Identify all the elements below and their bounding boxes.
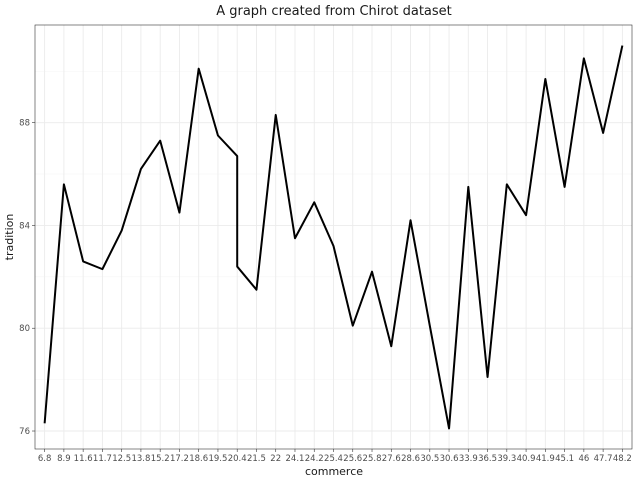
y-axis-label: tradition [3, 214, 16, 261]
x-tick-label: 15.2 [151, 454, 170, 464]
y-tick-label: 76 [19, 427, 30, 437]
x-tick-label: 25.4 [324, 454, 343, 464]
x-tick-label: 11.6 [74, 454, 93, 464]
x-tick-label: 24.2 [305, 454, 324, 464]
x-axis-label: commerce [305, 465, 363, 478]
x-tick-label: 19.5 [208, 454, 227, 464]
x-tick-label: 21.5 [247, 454, 266, 464]
x-tick-label: 48.2 [613, 454, 632, 464]
x-tick-label: 30.6 [440, 454, 459, 464]
x-tick-label: 12.5 [112, 454, 131, 464]
major-gridlines [35, 25, 632, 449]
x-tick-label: 39.3 [497, 454, 516, 464]
x-tick-label: 11.7 [93, 454, 112, 464]
x-tick-label: 40.9 [517, 454, 536, 464]
x-tick-label: 25.6 [343, 454, 362, 464]
x-tick-label: 22 [270, 454, 281, 464]
y-tick-label: 80 [19, 324, 30, 334]
series-line [43, 45, 624, 430]
x-tick-label: 25.8 [363, 454, 382, 464]
x-tick-label: 18.6 [189, 454, 208, 464]
x-tick-label: 17.2 [170, 454, 189, 464]
x-tick-label: 13.8 [131, 454, 150, 464]
x-tick-label: 41.9 [536, 454, 555, 464]
x-tick-label: 36.5 [478, 454, 497, 464]
x-axis: 6.8 8.9 11.6 11.7 12.5 13.8 15.2 17.2 18.6 19.5 20… [38, 449, 632, 464]
x-tick-label: 6.8 [38, 454, 52, 464]
x-tick-label: 47.7 [594, 454, 613, 464]
y-tick-label: 84 [19, 221, 30, 231]
y-tick-label: 88 [19, 119, 30, 129]
y-axis: 76 80 84 88 [19, 119, 35, 437]
x-tick-label: 30.5 [420, 454, 439, 464]
chart-title: A graph created from Chirot dataset [216, 4, 452, 19]
x-tick-label: 28.6 [401, 454, 420, 464]
x-tick-label: 46 [578, 454, 589, 464]
x-tick-label: 8.9 [57, 454, 71, 464]
x-tick-label: 45.1 [555, 454, 574, 464]
x-tick-label: 24.1 [286, 454, 305, 464]
x-tick-label: 33.9 [459, 454, 478, 464]
x-tick-label: 20.4 [228, 454, 247, 464]
x-tick-label: 27.6 [382, 454, 401, 464]
series-line-group [43, 45, 624, 430]
